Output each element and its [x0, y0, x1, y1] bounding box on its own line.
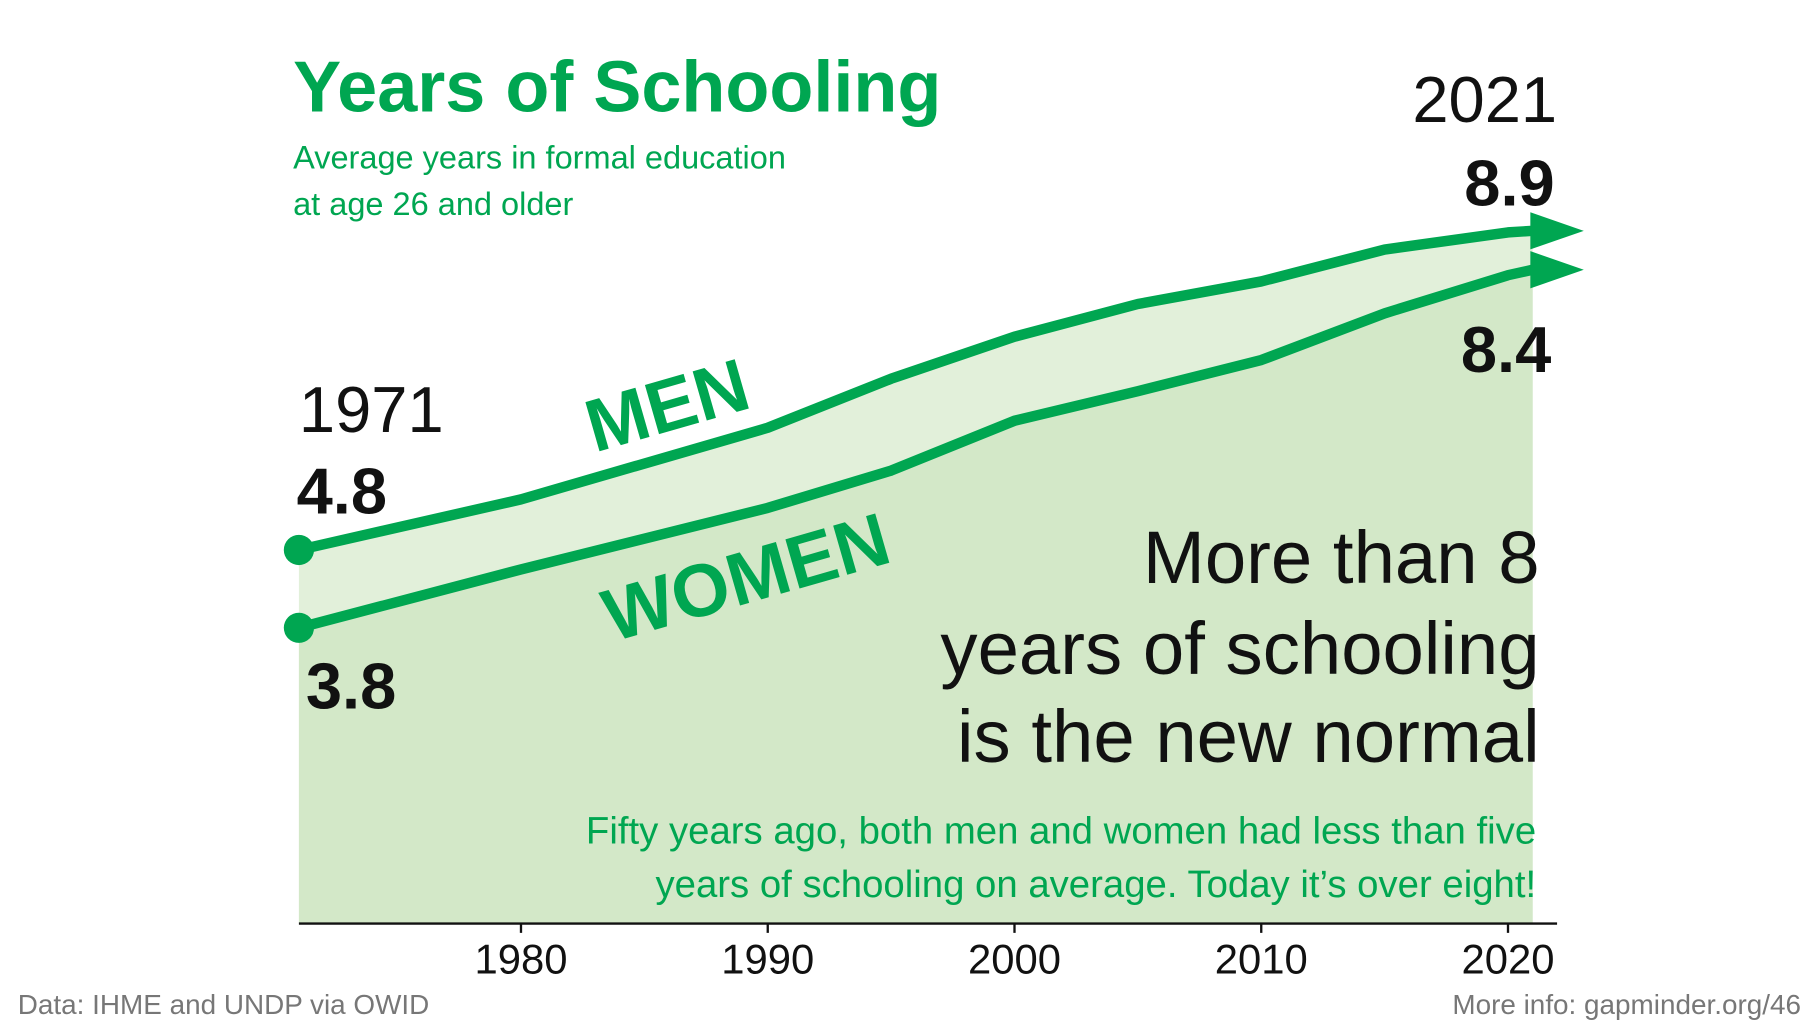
x-tick-label: 2010	[1215, 936, 1308, 983]
lines	[283, 212, 1584, 643]
source: Data: IHME and UNDP via OWID	[18, 989, 430, 1020]
x-tick-label: 1990	[721, 936, 814, 983]
value-label: 8.9	[1464, 147, 1554, 220]
value-label: 3.8	[306, 650, 396, 723]
annotation: years of schooling	[940, 607, 1539, 690]
line	[297, 225, 1534, 556]
x-tick-label: 1980	[474, 936, 567, 983]
area	[298, 269, 1533, 924]
annotation: is the new normal	[957, 695, 1540, 778]
arrow-head	[1530, 251, 1584, 289]
more-info: More info: gapminder.org/46	[1452, 989, 1801, 1020]
note: years of schooling on average. Today it’…	[655, 863, 1536, 906]
line	[297, 264, 1534, 633]
start-dot	[283, 612, 315, 643]
chart-title: Years of Schooling	[293, 48, 941, 128]
x-tick-label: 2020	[1461, 936, 1554, 983]
value-label: 4.8	[297, 454, 387, 527]
start-year: 1971	[299, 373, 444, 446]
annotation: More than 8	[1143, 516, 1540, 599]
subtitle: Average years in formal education	[293, 139, 786, 175]
start-dot	[283, 534, 315, 566]
note: Fifty years ago, both men and women had …	[586, 809, 1536, 852]
subtitle: at age 26 and older	[293, 186, 573, 222]
x-tick-label: 2000	[968, 936, 1061, 983]
value-label: 8.4	[1461, 313, 1551, 386]
areas	[298, 230, 1533, 924]
arrow-head	[1530, 212, 1584, 250]
end-year: 2021	[1412, 63, 1557, 136]
